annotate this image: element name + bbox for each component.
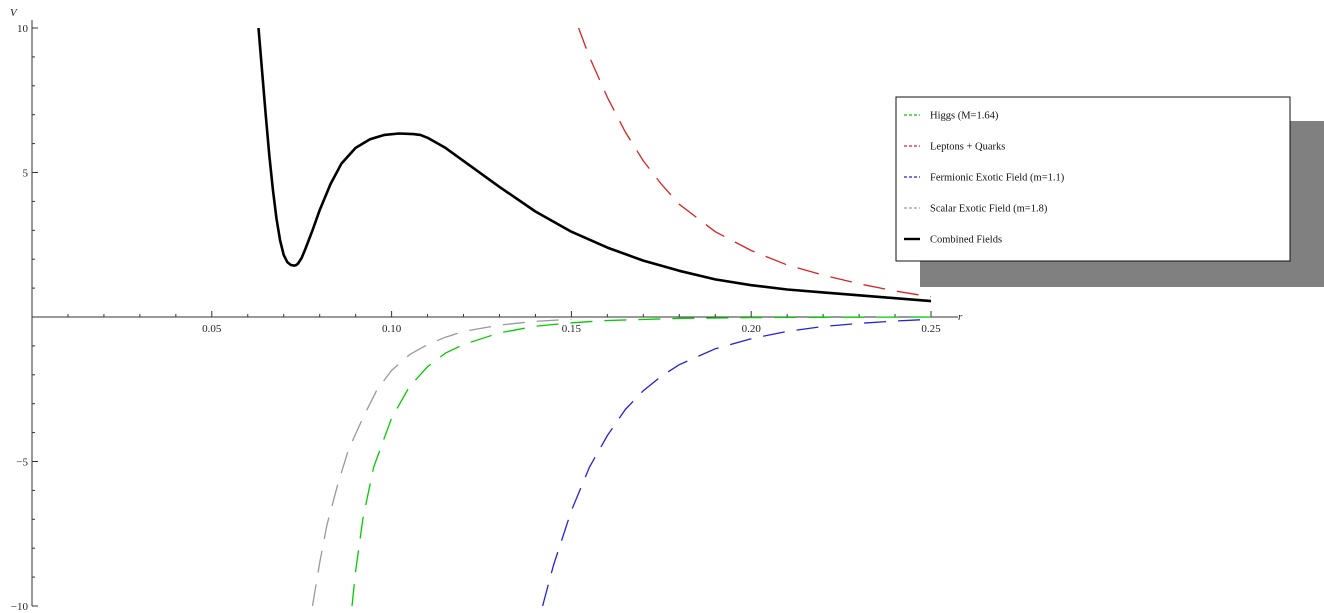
series-line-1 xyxy=(577,28,932,298)
legend-label-3: Scalar Exotic Field (m=1.8) xyxy=(930,204,1048,215)
y-tick-label: 10 xyxy=(17,23,29,35)
legend-label-2: Fermionic Exotic Field (m=1.1) xyxy=(930,173,1065,184)
y-tick-label: 5 xyxy=(23,168,29,180)
x-tick-label: 0.20 xyxy=(742,323,762,335)
ticks: 0.05 0.10 0.15 0.20 0.25 −10 −5 5 10 xyxy=(11,23,941,613)
legend-items: Higgs (M=1.64) Leptons + Quarks Fermionic … xyxy=(904,111,1065,246)
series-line-4 xyxy=(257,28,932,303)
y-tick-label: −10 xyxy=(11,601,29,613)
axes: r V 0.05 0.10 0.15 0.20 0.25 −10 −5 5 10 xyxy=(10,7,963,613)
x-axis-label: r xyxy=(958,311,963,323)
y-axis-label: V xyxy=(10,7,18,19)
legend: Higgs (M=1.64) Leptons + Quarks Fermionic … xyxy=(895,96,1324,287)
series-line-3 xyxy=(311,318,572,606)
legend-label-0: Higgs (M=1.64) xyxy=(930,111,999,122)
x-tick-label: 0.05 xyxy=(202,323,222,335)
y-tick-label: −5 xyxy=(16,457,28,469)
legend-label-4: Combined Fields xyxy=(930,235,1002,246)
x-tick-label: 0.10 xyxy=(382,323,402,335)
x-tick-label: 0.15 xyxy=(562,323,582,335)
x-tick-label: 0.25 xyxy=(921,323,941,335)
series-line-0 xyxy=(351,316,932,606)
legend-box xyxy=(895,96,1291,262)
series-line-2 xyxy=(541,318,932,606)
legend-label-1: Leptons + Quarks xyxy=(930,142,1005,153)
series-layer xyxy=(257,28,932,606)
